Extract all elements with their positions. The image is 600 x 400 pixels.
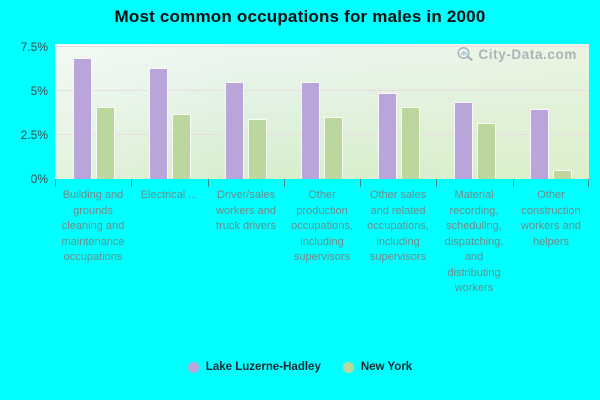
bar-series1-cat2 <box>149 68 168 179</box>
chart-title: Most common occupations for males in 200… <box>114 7 486 26</box>
gridline-2.5% <box>55 134 589 135</box>
legend: Lake Luzerne-Hadley New York <box>0 361 600 373</box>
x-tick-mark <box>131 179 132 187</box>
x-tick-mark <box>55 179 56 187</box>
bar-series2-cat7 <box>553 170 572 179</box>
watermark: City-Data.com <box>456 46 577 62</box>
category-labels: Building and grounds cleaning and mainte… <box>55 188 589 318</box>
watermark-text: City-Data.com <box>478 46 577 62</box>
legend-dot-icon <box>187 361 199 373</box>
bar-series2-cat4 <box>324 117 343 179</box>
bar-series2-cat5 <box>401 107 420 179</box>
y-tick-label: 2.5% <box>20 127 48 142</box>
plot-area: City-Data.com <box>55 44 589 179</box>
x-tick-mark <box>436 179 437 187</box>
y-axis: 0% 2.5% 5% 7.5% <box>0 40 48 186</box>
legend-label: Lake Luzerne-Hadley <box>205 361 321 373</box>
x-axis-ticks <box>55 179 589 187</box>
gridline-5% <box>55 90 589 91</box>
x-tick-mark <box>360 179 361 187</box>
category-label-1: Building and grounds cleaning and mainte… <box>61 189 125 263</box>
bar-series1-cat7 <box>530 109 549 179</box>
bar-series1-cat3 <box>225 82 244 179</box>
x-tick-mark <box>284 179 285 187</box>
x-tick-mark <box>208 179 209 187</box>
legend-label: New York <box>360 361 413 373</box>
bar-series1-cat1 <box>73 58 92 179</box>
legend-item-2: New York <box>342 361 413 373</box>
bar-series2-cat2 <box>172 114 191 179</box>
y-tick-label: 0% <box>30 172 48 186</box>
city-data-logo-icon <box>456 46 475 62</box>
bar-series2-cat3 <box>248 119 267 179</box>
gridline-7.5% <box>55 46 589 47</box>
bar-series1-cat5 <box>378 93 397 179</box>
x-tick-mark <box>588 179 589 187</box>
y-tick-label: 5% <box>30 83 48 98</box>
bar-series2-cat6 <box>477 123 496 179</box>
y-tick-label: 7.5% <box>20 40 48 54</box>
x-tick-mark <box>513 179 514 187</box>
category-label-5: Other sales and related occupations, inc… <box>367 189 429 263</box>
category-label-2: Electrical ... <box>140 189 198 201</box>
category-label-4: Other production occupations, including … <box>291 189 353 263</box>
legend-item-1: Lake Luzerne-Hadley <box>187 361 321 373</box>
legend-dot-icon <box>342 361 354 373</box>
bar-series2-cat1 <box>96 107 115 179</box>
category-label-7: Other construction workers and helpers <box>521 189 581 248</box>
bar-series1-cat6 <box>454 102 473 179</box>
category-label-6: Material recording, scheduling, dispatch… <box>444 189 504 294</box>
category-label-3: Driver/sales workers and truck drivers <box>216 189 276 232</box>
bar-series1-cat4 <box>301 82 320 179</box>
